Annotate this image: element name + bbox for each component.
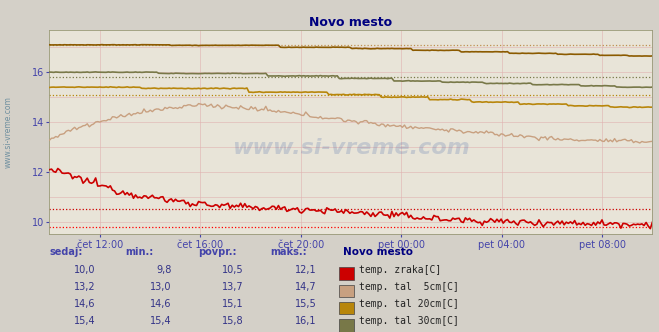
Text: maks.:: maks.: — [270, 247, 307, 257]
Text: 14,7: 14,7 — [295, 282, 316, 292]
Text: 10,5: 10,5 — [222, 265, 244, 275]
Text: 10,0: 10,0 — [74, 265, 96, 275]
Text: temp. tal  5cm[C]: temp. tal 5cm[C] — [359, 282, 459, 292]
Text: 14,6: 14,6 — [150, 299, 171, 309]
Text: 15,1: 15,1 — [222, 299, 244, 309]
Text: 14,6: 14,6 — [74, 299, 96, 309]
Text: 15,5: 15,5 — [295, 299, 316, 309]
Text: povpr.:: povpr.: — [198, 247, 236, 257]
Text: 12,1: 12,1 — [295, 265, 316, 275]
Text: 13,7: 13,7 — [222, 282, 244, 292]
Text: 16,1: 16,1 — [295, 316, 316, 326]
Text: 15,4: 15,4 — [150, 316, 171, 326]
Text: Novo mesto: Novo mesto — [343, 247, 413, 257]
Text: 13,2: 13,2 — [74, 282, 96, 292]
Text: min.:: min.: — [125, 247, 154, 257]
Text: temp. tal 20cm[C]: temp. tal 20cm[C] — [359, 299, 459, 309]
Text: sedaj:: sedaj: — [49, 247, 83, 257]
Text: 15,8: 15,8 — [222, 316, 244, 326]
Text: 9,8: 9,8 — [156, 265, 171, 275]
Text: www.si-vreme.com: www.si-vreme.com — [232, 138, 470, 158]
Title: Novo mesto: Novo mesto — [309, 16, 393, 29]
Text: temp. tal 30cm[C]: temp. tal 30cm[C] — [359, 316, 459, 326]
Text: 13,0: 13,0 — [150, 282, 171, 292]
Text: 15,4: 15,4 — [74, 316, 96, 326]
Text: temp. zraka[C]: temp. zraka[C] — [359, 265, 442, 275]
Text: www.si-vreme.com: www.si-vreme.com — [4, 96, 13, 168]
